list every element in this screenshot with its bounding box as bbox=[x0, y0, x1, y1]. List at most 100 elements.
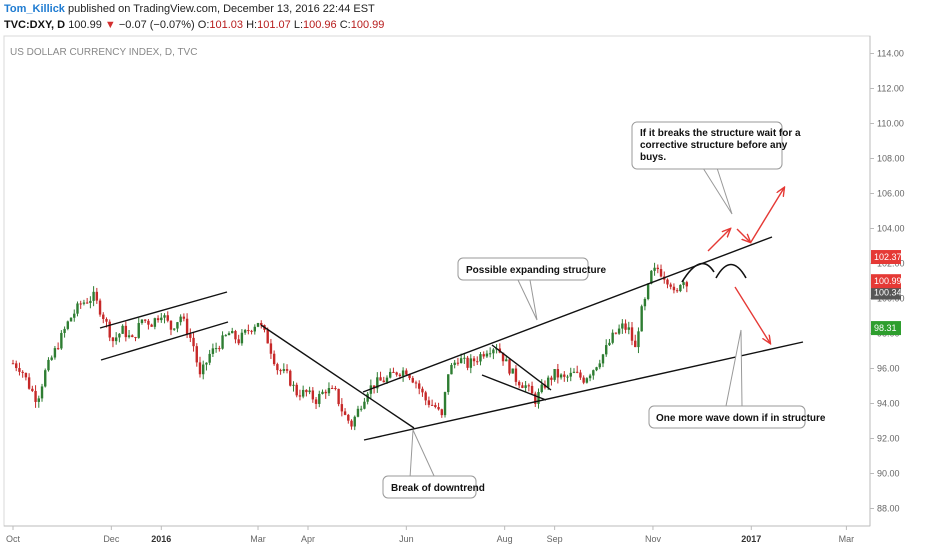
candle-body bbox=[485, 353, 489, 357]
candle-body bbox=[202, 364, 205, 375]
candle-body bbox=[347, 414, 350, 421]
downtrend-line bbox=[260, 324, 415, 429]
candle-body bbox=[685, 282, 689, 287]
annotation-line: corrective structure before any bbox=[640, 140, 788, 151]
candle-body bbox=[231, 331, 234, 334]
candle-body bbox=[456, 362, 460, 364]
candle-body bbox=[118, 333, 121, 338]
candle-body bbox=[218, 348, 221, 350]
candle-body bbox=[353, 416, 356, 427]
callouts: Possible expanding structure If it break… bbox=[382, 121, 826, 499]
annotation-expanding: Possible expanding structure bbox=[466, 265, 606, 276]
price-tag-bg bbox=[871, 285, 901, 300]
low-value: 100.96 bbox=[303, 19, 337, 31]
candle-body bbox=[398, 374, 402, 377]
plot-area[interactable] bbox=[3, 35, 871, 527]
y-tick-label: 90.00 bbox=[877, 469, 900, 479]
candle-body bbox=[305, 389, 308, 393]
candle-body bbox=[266, 329, 269, 344]
candle-body bbox=[430, 404, 434, 406]
candle-body bbox=[60, 332, 63, 349]
price-tag-bg bbox=[871, 274, 901, 289]
candle-body bbox=[634, 340, 637, 348]
callout-wave-pointer bbox=[725, 329, 743, 407]
candle-body bbox=[427, 400, 431, 405]
price-tag-label: 100.99 bbox=[874, 276, 902, 286]
author-link[interactable]: Tom_Killick bbox=[4, 3, 65, 15]
head-arc-left bbox=[681, 262, 715, 283]
candle-body bbox=[463, 357, 466, 359]
price-tags: 102.37 100.34 100.99 98.31 bbox=[871, 250, 902, 336]
candle-body bbox=[63, 328, 66, 333]
low-label: L: bbox=[293, 19, 304, 31]
candle-body bbox=[53, 348, 57, 358]
candle-body bbox=[621, 323, 624, 329]
price-tag-bg bbox=[871, 321, 901, 336]
price-tag-label: 100.34 bbox=[874, 288, 902, 298]
candle-body bbox=[260, 323, 263, 326]
y-tick-label: 96.00 bbox=[877, 364, 900, 374]
candle-body bbox=[659, 269, 663, 277]
close-value: 100.99 bbox=[350, 19, 385, 31]
x-tick-label: Jun bbox=[399, 534, 414, 544]
candle-body bbox=[656, 267, 659, 270]
candle-body bbox=[114, 337, 118, 342]
candle-body bbox=[569, 372, 572, 377]
candle-body bbox=[330, 388, 334, 390]
callout-break-box bbox=[631, 121, 783, 170]
candle-body bbox=[672, 286, 676, 291]
candle-body bbox=[601, 354, 605, 364]
candle-body bbox=[198, 362, 202, 375]
candle-body bbox=[511, 368, 514, 374]
candle-body bbox=[640, 306, 643, 332]
candle-body bbox=[405, 370, 408, 375]
candle-body bbox=[21, 371, 24, 373]
candle-body bbox=[108, 321, 111, 338]
candle-body bbox=[221, 335, 224, 349]
candle-body bbox=[34, 390, 37, 402]
candle-body bbox=[624, 323, 627, 330]
candle-body bbox=[37, 398, 40, 402]
candle-body bbox=[437, 407, 440, 410]
candle-body bbox=[82, 302, 86, 304]
candle-body bbox=[247, 330, 250, 332]
candle-body bbox=[31, 388, 34, 391]
candle-body bbox=[501, 352, 505, 362]
candle-body bbox=[56, 348, 60, 350]
candle-body bbox=[650, 270, 653, 284]
candle-body bbox=[372, 385, 376, 389]
candle-body bbox=[189, 333, 192, 338]
candle-body bbox=[15, 363, 18, 369]
annotation-downtrend: Break of downtrend bbox=[391, 483, 485, 494]
candle-body bbox=[182, 316, 186, 319]
candle-body bbox=[588, 375, 592, 379]
candle-body bbox=[521, 385, 524, 388]
candle-body bbox=[79, 303, 82, 305]
candle-body bbox=[418, 383, 421, 389]
candle-body bbox=[392, 371, 395, 373]
candle-body bbox=[234, 331, 237, 340]
candle-body bbox=[205, 362, 208, 365]
candle-body bbox=[105, 318, 108, 322]
x-tick-label: Aug bbox=[497, 534, 513, 544]
candle-body bbox=[414, 382, 418, 384]
chart-title: US DOLLAR CURRENCY INDEX, D, TVC bbox=[10, 47, 197, 58]
candle-body bbox=[630, 327, 634, 341]
candle-body bbox=[102, 314, 105, 319]
candle-body bbox=[334, 388, 337, 390]
channel-bottom-line bbox=[100, 321, 229, 361]
candle-body bbox=[298, 395, 302, 397]
open-value: 101.03 bbox=[209, 19, 244, 31]
candle-body bbox=[308, 390, 311, 393]
candle-body bbox=[24, 372, 28, 378]
candle-body bbox=[488, 353, 492, 355]
candle-body bbox=[669, 284, 672, 287]
channel-top-line bbox=[99, 291, 228, 329]
candle-body bbox=[176, 322, 179, 329]
candle-body bbox=[401, 370, 405, 377]
candle-body bbox=[121, 325, 124, 334]
candle-body bbox=[421, 388, 424, 393]
candle-body bbox=[250, 330, 253, 332]
candle-body bbox=[50, 357, 53, 360]
